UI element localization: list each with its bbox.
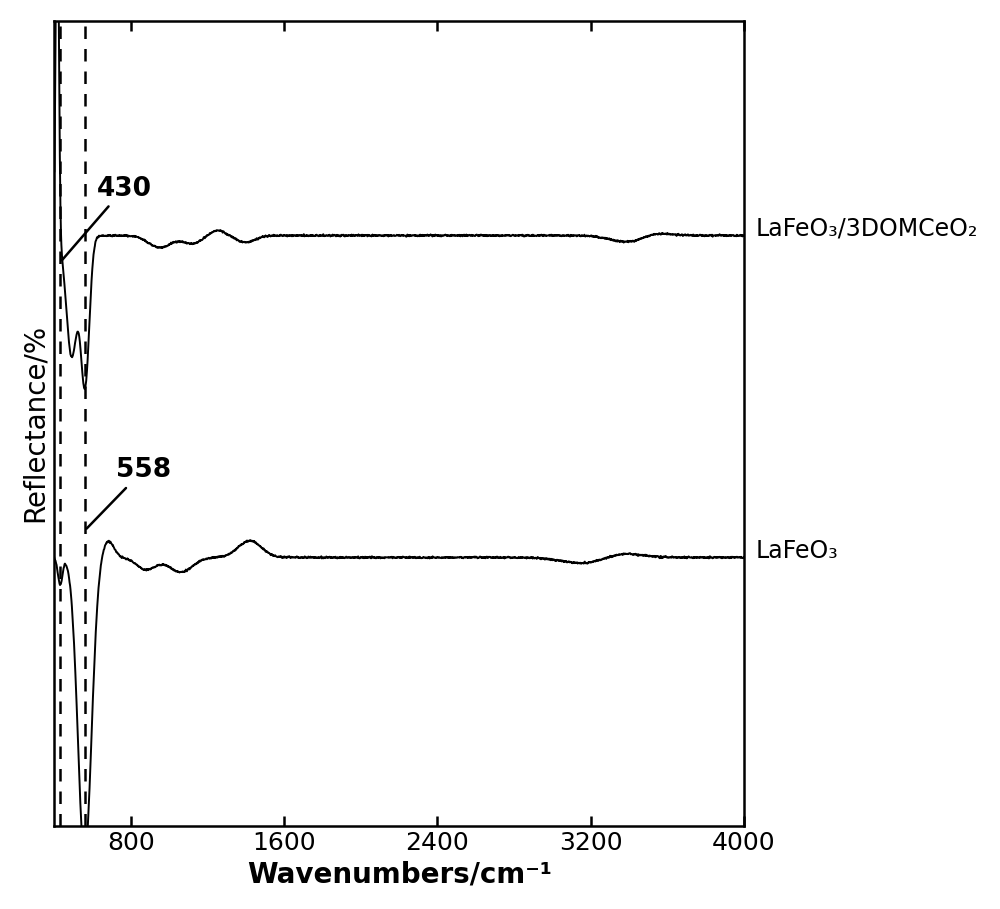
Text: LaFeO₃: LaFeO₃ — [755, 539, 838, 563]
Text: LaFeO₃/3DOMCeO₂: LaFeO₃/3DOMCeO₂ — [755, 216, 978, 241]
Text: 430: 430 — [62, 175, 152, 260]
Text: 558: 558 — [87, 457, 171, 529]
Y-axis label: Reflectance/%: Reflectance/% — [21, 325, 49, 523]
X-axis label: Wavenumbers/cm⁻¹: Wavenumbers/cm⁻¹ — [247, 860, 552, 888]
